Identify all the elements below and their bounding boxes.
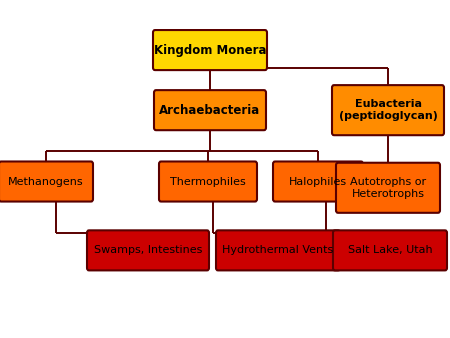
- FancyBboxPatch shape: [216, 230, 340, 270]
- FancyBboxPatch shape: [159, 162, 257, 201]
- FancyBboxPatch shape: [154, 90, 266, 130]
- Text: Halophiles: Halophiles: [289, 176, 347, 187]
- FancyBboxPatch shape: [0, 162, 93, 201]
- Text: Eubacteria
(peptidoglycan): Eubacteria (peptidoglycan): [338, 99, 437, 121]
- FancyBboxPatch shape: [87, 230, 209, 270]
- Text: Autotrophs or
Heterotrophs: Autotrophs or Heterotrophs: [350, 177, 426, 199]
- Text: Thermophiles: Thermophiles: [170, 176, 246, 187]
- Text: Kingdom Monera: Kingdom Monera: [154, 44, 266, 56]
- FancyBboxPatch shape: [336, 163, 440, 213]
- FancyBboxPatch shape: [273, 162, 363, 201]
- Text: Archaebacteria: Archaebacteria: [159, 104, 261, 117]
- Text: Methanogens: Methanogens: [8, 176, 84, 187]
- Text: Swamps, Intestines: Swamps, Intestines: [94, 245, 202, 256]
- Text: Hydrothermal Vents: Hydrothermal Vents: [222, 245, 333, 256]
- FancyBboxPatch shape: [153, 30, 267, 70]
- FancyBboxPatch shape: [332, 85, 444, 135]
- FancyBboxPatch shape: [333, 230, 447, 270]
- Text: Salt Lake, Utah: Salt Lake, Utah: [348, 245, 432, 256]
